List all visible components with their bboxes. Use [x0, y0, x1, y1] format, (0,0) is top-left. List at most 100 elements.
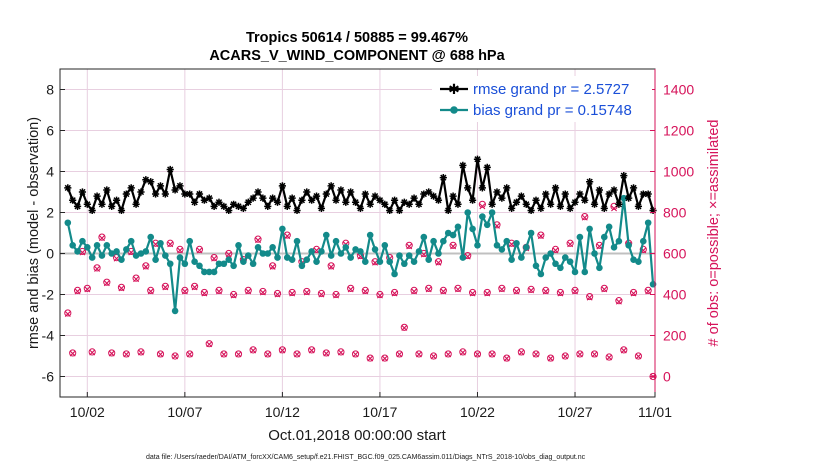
rmse-marker — [191, 198, 199, 206]
obs-assimilated-marker — [235, 351, 242, 358]
bias-marker — [357, 248, 364, 255]
bias-marker — [318, 248, 325, 255]
obs-possible-marker — [317, 289, 326, 298]
obs-possible-marker — [108, 349, 116, 357]
rmse-marker — [590, 200, 599, 208]
obs-possible-marker — [586, 292, 594, 301]
obs-possible-marker — [83, 284, 91, 292]
bias-marker — [147, 233, 155, 241]
y-tick-label-left: 8 — [46, 82, 54, 98]
obs-possible-marker — [454, 284, 462, 292]
rmse-marker — [147, 178, 155, 186]
legend-rmse-label: rmse grand pr = 2.5727 — [473, 81, 629, 98]
obs-possible-marker — [161, 282, 169, 290]
obs-assimilated-marker — [576, 351, 583, 358]
bias-marker — [576, 233, 584, 241]
obs-possible-marker — [590, 350, 599, 358]
obs-possible-marker — [73, 286, 82, 294]
rmse-marker — [112, 196, 121, 204]
obs-possible-marker — [191, 282, 199, 290]
rmse-marker — [527, 206, 535, 215]
bias-marker — [600, 233, 608, 241]
bias-marker — [69, 242, 76, 249]
obs-possible-marker — [600, 284, 608, 292]
obs-assimilated-marker — [567, 241, 574, 248]
rmse-marker — [210, 202, 218, 210]
obs-possible-marker — [639, 245, 647, 253]
bias-marker — [488, 209, 496, 216]
obs-assimilated-marker — [533, 351, 539, 358]
rmse-marker — [88, 206, 96, 215]
obs-assimilated-marker — [411, 288, 418, 295]
rmse-marker — [517, 192, 525, 200]
rmse-marker — [288, 194, 296, 202]
obs-possible-marker — [156, 350, 165, 358]
obs-possible-marker — [434, 258, 443, 266]
bias-marker — [64, 219, 72, 227]
obs-possible-marker — [269, 262, 277, 270]
obs-assimilated-marker — [176, 247, 183, 254]
obs-assimilated-marker — [308, 347, 315, 354]
obs-possible-marker — [390, 288, 399, 297]
bias-marker — [513, 239, 520, 247]
obs-possible-marker — [576, 350, 584, 358]
obs-assimilated-marker — [547, 355, 554, 362]
rmse-marker — [444, 206, 452, 215]
rmse-series — [64, 155, 657, 215]
rmse-marker — [308, 196, 316, 204]
rmse-marker — [547, 200, 555, 208]
obs-assimilated-marker — [542, 288, 549, 295]
obs-assimilated-marker — [498, 286, 505, 293]
obs-assimilated-marker — [586, 294, 593, 301]
rmse-marker — [532, 196, 540, 204]
obs-assimilated-marker — [469, 290, 476, 297]
obs-possible-marker — [400, 323, 408, 331]
bias-marker — [181, 260, 189, 268]
obs-assimilated-marker — [89, 349, 96, 356]
obs-possible-marker — [259, 287, 267, 296]
obs-possible-marker — [254, 235, 262, 243]
bias-marker — [166, 260, 174, 268]
obs-assimilated-marker — [581, 214, 588, 221]
legend-box — [432, 76, 652, 122]
obs-assimilated-marker — [591, 351, 598, 358]
bias-marker — [264, 250, 272, 257]
rmse-marker — [347, 188, 355, 196]
bias-marker — [615, 237, 623, 245]
rmse-marker — [615, 200, 623, 208]
obs-assimilated-marker — [98, 235, 105, 242]
bias-marker — [425, 256, 433, 263]
obs-assimilated-marker — [216, 288, 222, 295]
obs-assimilated-marker — [606, 354, 613, 361]
obs-assimilated-marker — [347, 286, 354, 293]
obs-possible-marker — [337, 348, 345, 356]
rmse-marker — [254, 188, 262, 196]
obs-assimilated-marker — [391, 290, 398, 297]
bias-marker — [79, 237, 86, 245]
rmse-marker — [137, 188, 145, 196]
bias-marker — [503, 237, 511, 245]
rmse-marker — [649, 206, 657, 215]
rmse-marker — [595, 186, 604, 194]
rmse-marker — [439, 174, 447, 182]
bias-marker — [288, 256, 296, 263]
rmse-marker — [395, 206, 404, 215]
obs-possible-marker — [215, 286, 223, 294]
bias-marker — [249, 260, 257, 268]
bias-marker — [405, 252, 413, 259]
obs-possible-marker — [381, 354, 389, 362]
y-axis-label-right: # of obs: o=possible; ×=assimilated — [706, 120, 722, 347]
rmse-marker — [244, 198, 252, 206]
obs-possible-marker — [147, 286, 155, 294]
obs-possible-marker — [415, 350, 423, 358]
rmse-marker — [278, 182, 286, 190]
obs-possible-marker — [512, 286, 521, 294]
rmse-marker — [629, 184, 638, 192]
rmse-marker — [493, 188, 501, 196]
rmse-marker — [166, 165, 174, 174]
bias-marker — [371, 246, 379, 253]
obs-assimilated-marker — [318, 291, 325, 298]
obs-assimilated-marker — [503, 355, 510, 362]
obs-assimilated-marker — [645, 288, 652, 295]
rmse-marker — [186, 190, 194, 198]
